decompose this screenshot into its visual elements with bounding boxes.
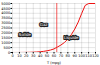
svg-text:Solide: Solide xyxy=(19,32,32,37)
svg-text:0: 0 xyxy=(8,51,10,55)
svg-text:4500: 4500 xyxy=(1,7,10,11)
svg-text:1000: 1000 xyxy=(1,41,10,45)
svg-text:120: 120 xyxy=(92,54,99,58)
svg-text:3000: 3000 xyxy=(1,21,10,25)
svg-text:Liquide: Liquide xyxy=(64,35,79,40)
svg-text:80: 80 xyxy=(66,54,70,58)
svg-text:110: 110 xyxy=(85,54,92,58)
svg-text:20: 20 xyxy=(24,54,28,58)
svg-text:0: 0 xyxy=(11,54,13,58)
svg-text:500: 500 xyxy=(4,46,11,50)
svg-text:Gaz: Gaz xyxy=(40,22,48,27)
svg-text:40: 40 xyxy=(38,54,42,58)
svg-text:1500: 1500 xyxy=(1,36,10,40)
svg-text:60: 60 xyxy=(52,54,56,58)
svg-text:90: 90 xyxy=(73,54,77,58)
svg-text:50: 50 xyxy=(45,54,49,58)
svg-text:2500: 2500 xyxy=(1,26,10,30)
svg-text:100: 100 xyxy=(78,54,85,58)
svg-text:2000: 2000 xyxy=(1,31,10,35)
svg-text:70: 70 xyxy=(59,54,63,58)
svg-text:4000: 4000 xyxy=(1,11,10,15)
svg-text:5000: 5000 xyxy=(1,2,10,6)
svg-text:3500: 3500 xyxy=(1,16,10,20)
svg-text:10: 10 xyxy=(17,54,21,58)
svg-text:T (mpg): T (mpg) xyxy=(46,61,61,65)
svg-text:30: 30 xyxy=(31,54,35,58)
